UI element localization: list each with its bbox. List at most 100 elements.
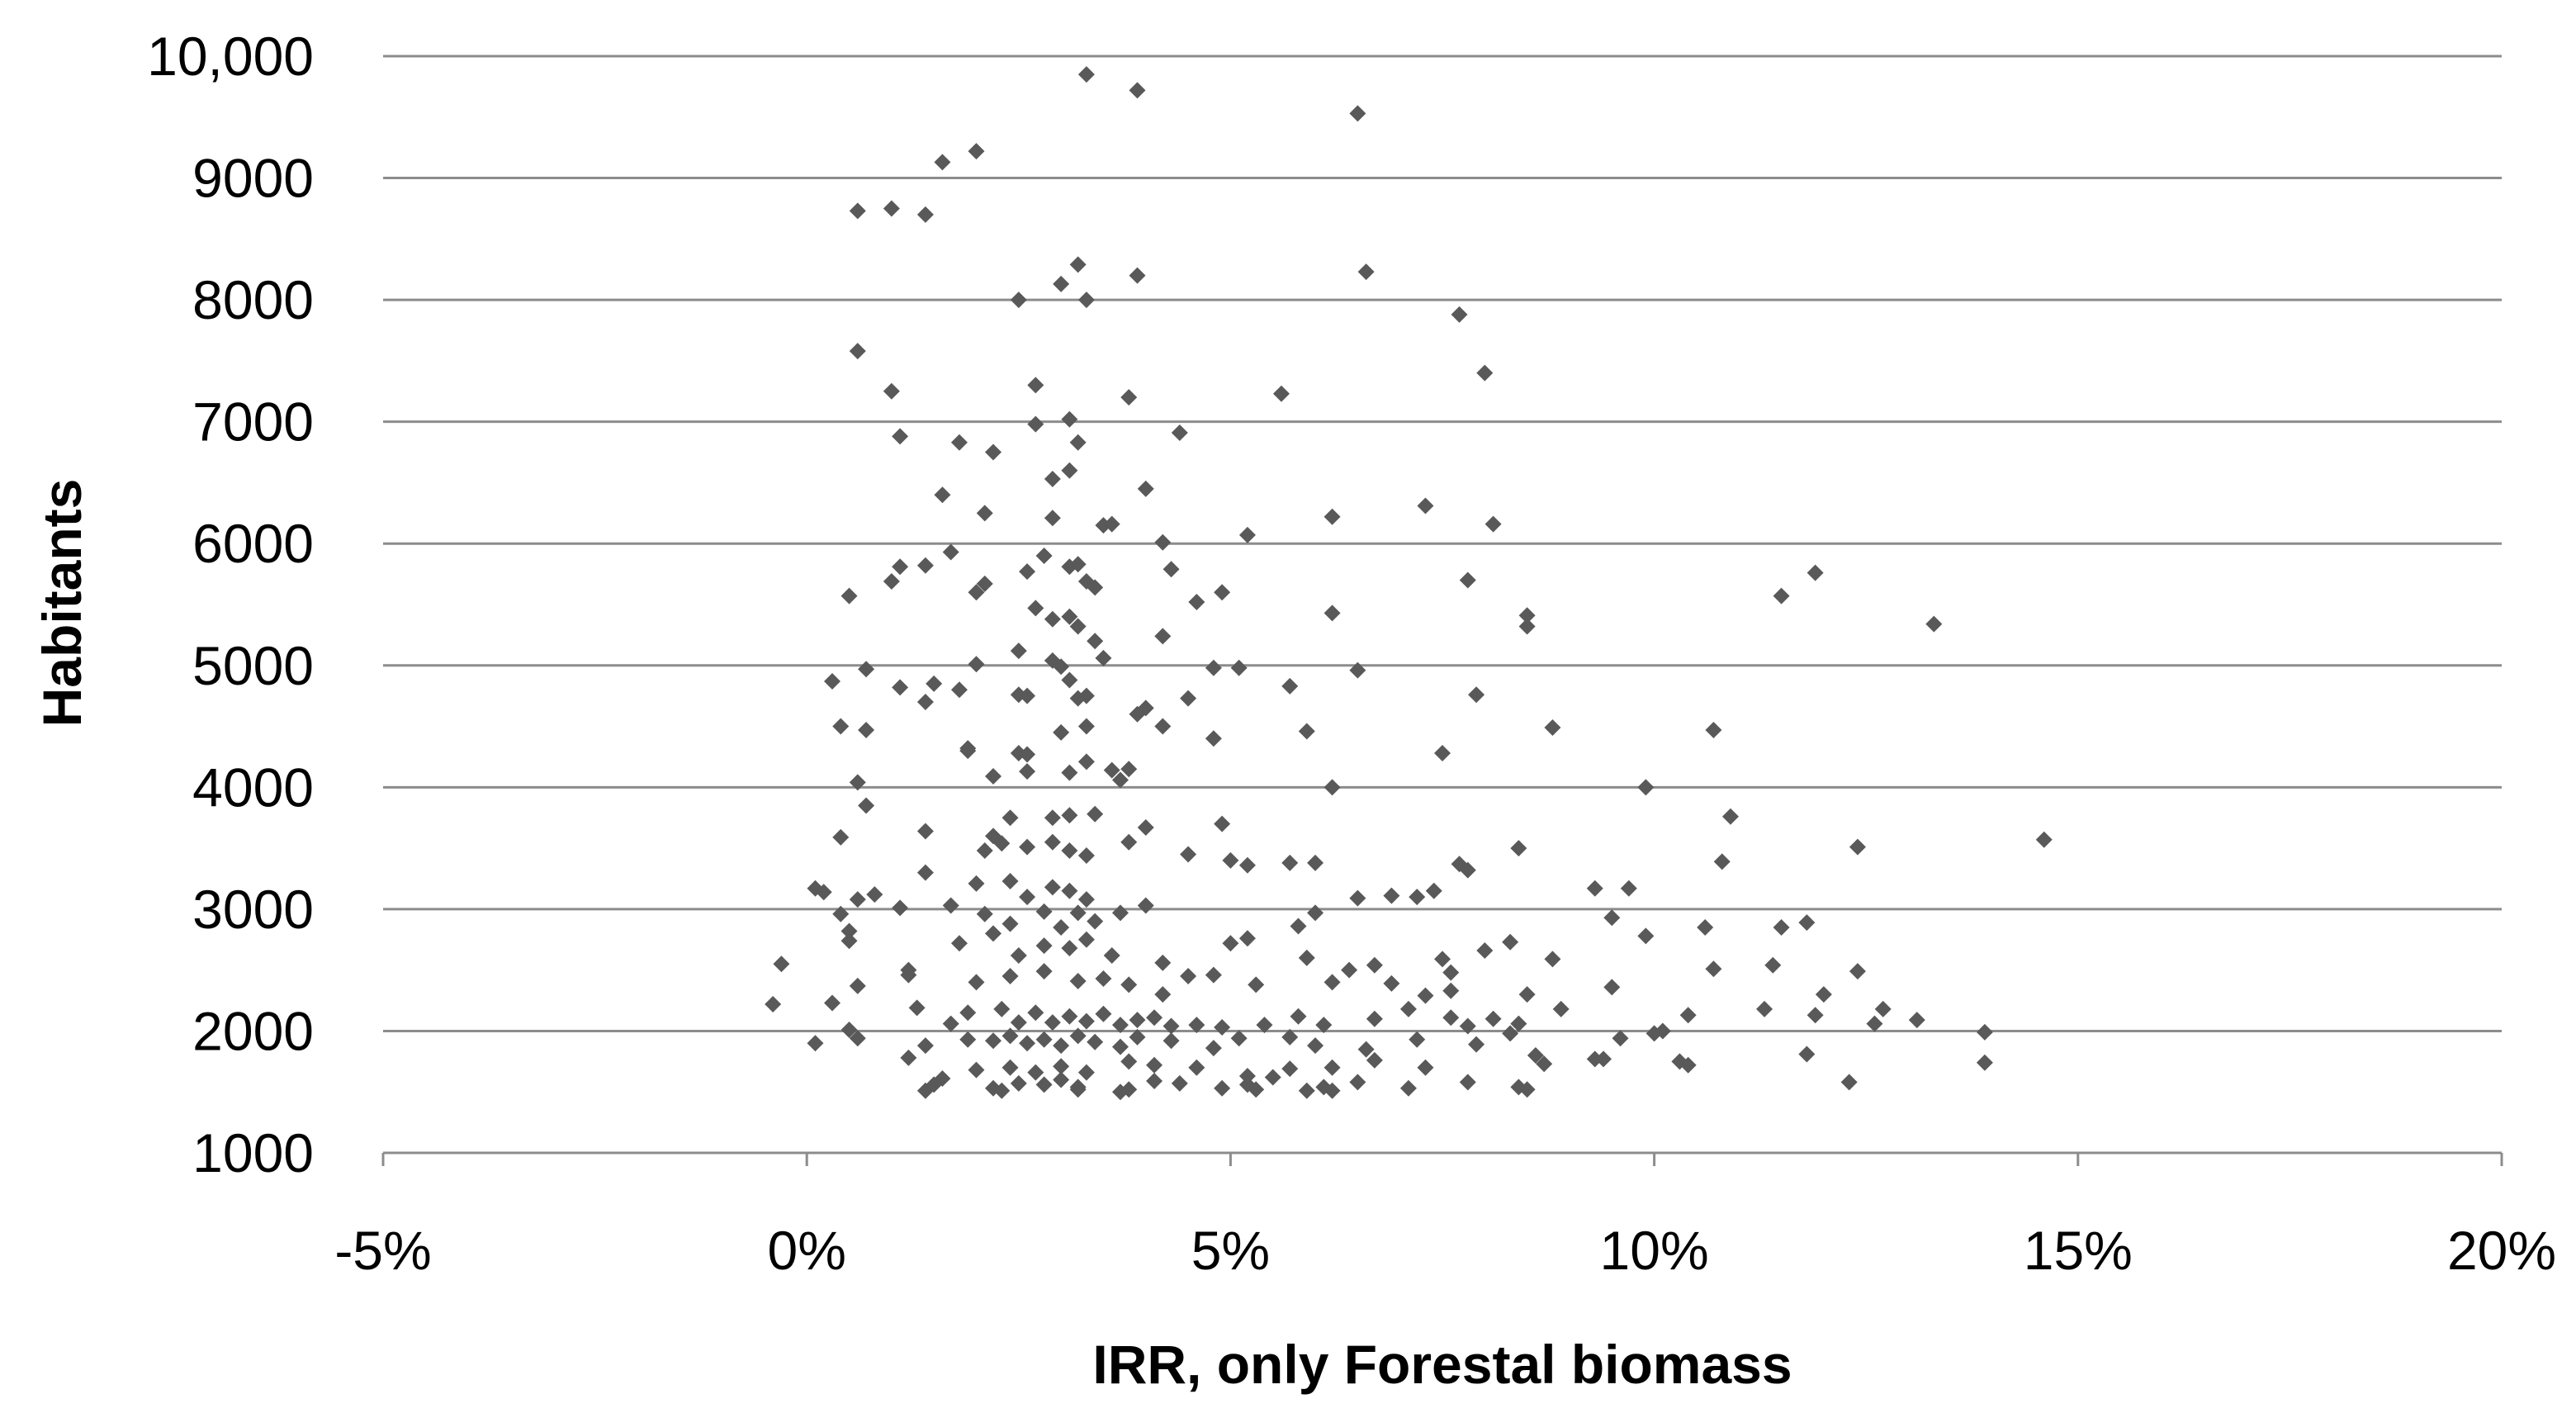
data-point (916, 557, 934, 574)
data-point (1366, 1051, 1383, 1069)
data-point (1468, 686, 1485, 704)
data-point (1324, 508, 1341, 525)
data-point (1019, 889, 1036, 906)
data-point (1298, 723, 1315, 740)
data-point (1773, 587, 1790, 605)
data-point (1451, 306, 1468, 323)
y-tick-label: 3000 (192, 879, 314, 940)
data-point (1027, 415, 1044, 433)
x-tick-label: 10% (1600, 1220, 1709, 1281)
data-point (968, 875, 985, 892)
data-point (1077, 66, 1095, 83)
data-point (1069, 556, 1087, 573)
data-point (1238, 1068, 1256, 1085)
data-point (1163, 561, 1180, 578)
data-point (1171, 1074, 1188, 1092)
data-point (942, 543, 959, 561)
data-point (959, 1004, 977, 1022)
data-point (900, 1049, 917, 1066)
data-point (1087, 913, 1104, 930)
data-point (1544, 951, 1561, 968)
data-point (1069, 972, 1087, 989)
data-point (1281, 854, 1299, 871)
data-point (1205, 966, 1222, 984)
data-point (1087, 1033, 1104, 1050)
data-point (1095, 1005, 1112, 1022)
data-point (1502, 933, 1519, 951)
data-point (1053, 275, 1070, 292)
data-point (1103, 946, 1120, 964)
data-point (858, 661, 875, 678)
data-point (1053, 1037, 1070, 1055)
data-point (849, 343, 866, 360)
data-point (1366, 956, 1383, 974)
data-point (1044, 1014, 1061, 1031)
data-point (1061, 671, 1078, 689)
data-point (765, 995, 782, 1012)
data-point (1053, 1071, 1070, 1088)
data-point (1069, 690, 1087, 707)
data-point (849, 1030, 866, 1047)
data-point (1010, 642, 1027, 660)
data-point (916, 1082, 934, 1099)
data-point (858, 721, 875, 738)
data-point (1849, 963, 1866, 980)
data-point (1002, 872, 1019, 889)
data-point (1324, 779, 1341, 796)
data-point (849, 202, 866, 220)
data-point (1180, 690, 1197, 707)
data-point (1238, 856, 1256, 874)
data-point (1281, 677, 1299, 695)
data-point (866, 886, 883, 903)
data-point (1866, 1015, 1883, 1032)
y-tick-label: 9000 (192, 148, 314, 209)
data-point (1324, 1059, 1341, 1076)
data-point (1248, 976, 1265, 993)
data-point (1222, 935, 1239, 952)
data-point (1646, 1025, 1663, 1042)
data-point (976, 575, 993, 592)
data-point (1180, 846, 1197, 863)
data-point (1035, 937, 1053, 955)
data-point (1010, 1074, 1027, 1092)
data-point (1849, 838, 1866, 856)
data-point (1238, 930, 1256, 947)
data-point (950, 681, 968, 699)
data-point (1111, 771, 1129, 789)
data-point (1087, 633, 1104, 650)
data-point (1111, 904, 1129, 922)
data-point (1815, 986, 1832, 1003)
data-point (892, 679, 909, 696)
data-point (892, 558, 909, 576)
data-point (1019, 1035, 1036, 1052)
data-point (1552, 1000, 1570, 1017)
data-point (968, 1061, 985, 1079)
data-point (1077, 292, 1095, 309)
data-point (1248, 1081, 1265, 1098)
data-point (1976, 1023, 1993, 1041)
data-point (1053, 723, 1070, 741)
data-point (1341, 961, 1358, 979)
data-point (1154, 718, 1172, 735)
data-point (1154, 986, 1172, 1003)
data-point (823, 672, 841, 690)
data-point (1044, 809, 1061, 827)
data-point (1027, 377, 1044, 394)
data-point (1417, 987, 1434, 1004)
data-point (1069, 618, 1087, 635)
y-tick-label: 1000 (192, 1122, 314, 1183)
data-point (916, 864, 934, 881)
data-point (1188, 594, 1205, 611)
data-point (1027, 1004, 1044, 1022)
data-point (1518, 1081, 1536, 1098)
x-tick-label: 15% (2024, 1220, 2133, 1281)
x-axis-title: IRR, only Forestal biomass (1092, 1334, 1792, 1395)
data-point (1077, 931, 1095, 948)
data-point (1705, 960, 1722, 978)
data-point (1697, 919, 1714, 936)
data-point (1103, 761, 1120, 779)
data-point (1324, 605, 1341, 622)
data-point (1053, 1058, 1070, 1075)
data-point (1721, 808, 1739, 825)
data-point (841, 922, 858, 940)
